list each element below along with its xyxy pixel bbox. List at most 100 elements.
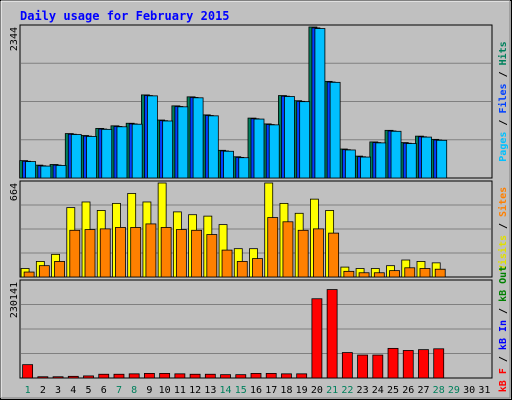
x-tick-label-day-18: 18 [280, 385, 292, 396]
legend-entry: kB Out [498, 266, 509, 302]
x-tick-label-day-22: 22 [341, 385, 353, 396]
x-tick-label-day-5: 5 [86, 385, 92, 396]
bar-kbytes-kb-f-day-17 [265, 373, 277, 379]
bar-hits-pages-day-4 [70, 134, 82, 179]
legend-entry: Hits [497, 41, 509, 65]
bar-visits-sites-day-16 [252, 258, 263, 278]
bar-visits-sites-day-20 [313, 228, 324, 278]
bar-visits-sites-day-6 [99, 228, 111, 278]
bar-visits-sites-day-14 [221, 249, 233, 278]
bar-visits-sites-day-23 [358, 272, 370, 278]
bar-hits-pages-day-19 [299, 101, 311, 179]
bar-visits-sites-day-15 [236, 261, 248, 278]
bar-kbytes-kb-f-day-14 [220, 374, 231, 379]
bar-kbytes-kb-f-day-15 [235, 374, 247, 379]
bar-visits-sites-day-9 [145, 223, 157, 278]
x-tick-label-day-13: 13 [204, 385, 216, 396]
bar-kbytes-kb-f-day-10 [159, 373, 171, 379]
x-tick-label-day-25: 25 [387, 385, 399, 396]
x-tick-label-day-30: 30 [463, 385, 475, 396]
bar-kbytes-kb-f-day-18 [281, 373, 292, 379]
x-tick-label-day-12: 12 [189, 385, 201, 396]
plot-layer [19, 26, 448, 379]
label-layer: 2344 Pages / Files / Hits 664 Visits / Site… [9, 27, 509, 396]
bar-kbytes-kb-f-day-21 [326, 289, 338, 379]
bar-kbytes-kb-f-day-3 [52, 376, 64, 379]
x-tick-label-day-16: 16 [250, 385, 262, 396]
x-tick-label-day-23: 23 [357, 385, 369, 396]
y-max-label: 2344 [9, 27, 20, 51]
bar-hits-pages-day-11 [177, 106, 189, 179]
x-tick-label-day-6: 6 [101, 385, 107, 396]
y-max-label: 664 [9, 183, 20, 201]
legend-entry: / [498, 217, 509, 235]
bar-visits-sites-day-27 [419, 268, 431, 278]
x-tick-label-day-3: 3 [55, 385, 61, 396]
bar-hits-pages-day-17 [268, 124, 280, 179]
x-tick-label-day-24: 24 [372, 385, 384, 396]
x-tick-label-day-15: 15 [235, 385, 247, 396]
bar-kbytes-kb-f-day-25 [387, 347, 399, 379]
bar-visits-sites-day-8 [130, 227, 142, 278]
bar-hits-pages-day-1 [25, 161, 37, 179]
bar-hits-pages-day-7 [116, 126, 128, 179]
x-tick-label-day-9: 9 [146, 385, 152, 396]
bar-visits-sites-day-2 [38, 265, 50, 278]
bar-kbytes-kb-f-day-24 [372, 354, 384, 379]
bar-hits-pages-day-28 [436, 139, 448, 179]
bar-hits-pages-day-23 [360, 156, 371, 179]
bar-hits-pages-day-18 [284, 96, 295, 179]
x-tick-label-day-20: 20 [311, 385, 323, 396]
bar-visits-sites-day-21 [328, 232, 340, 278]
bar-visits-sites-day-12 [191, 229, 202, 278]
bar-visits-sites-day-5 [84, 229, 96, 278]
bar-kbytes-kb-f-day-1 [22, 364, 34, 379]
bar-visits-sites-day-1 [23, 271, 35, 278]
x-tick-label-day-14: 14 [220, 385, 232, 396]
bar-kbytes-kb-f-day-13 [204, 373, 216, 379]
bar-hits-pages-day-13 [207, 115, 219, 179]
bar-visits-sites-day-7 [115, 227, 126, 278]
legend-entry: / [498, 114, 509, 132]
bar-hits-pages-day-9 [147, 95, 158, 179]
bar-visits-sites-day-19 [297, 229, 309, 278]
bar-hits-pages-day-20 [314, 28, 326, 179]
bar-hits-pages-day-10 [162, 120, 174, 179]
bar-hits-pages-day-6 [101, 128, 113, 179]
legend-entry: Sites [497, 187, 509, 217]
bar-kbytes-kb-f-day-26 [402, 350, 414, 379]
bar-kbytes-kb-f-day-20 [311, 298, 323, 379]
chart-title: Daily usage for February 2015 [20, 9, 230, 23]
legend-entry: / [498, 350, 509, 368]
x-tick-label-day-2: 2 [40, 385, 46, 396]
bar-hits-pages-day-25 [390, 130, 402, 179]
bar-hits-pages-day-24 [375, 142, 387, 179]
x-tick-label-day-1: 1 [25, 385, 31, 396]
bar-hits-pages-day-22 [344, 149, 356, 179]
y-max-label: 230141 [9, 282, 20, 318]
bar-hits-pages-day-16 [253, 118, 265, 179]
legend-entry: kB F [498, 368, 509, 392]
x-tick-label-day-19: 19 [296, 385, 308, 396]
bar-visits-sites-day-18 [282, 221, 294, 278]
x-tick-label-day-7: 7 [116, 385, 122, 396]
x-tick-label-day-27: 27 [417, 385, 429, 396]
bar-kbytes-kb-f-day-2 [37, 376, 49, 379]
bar-kbytes-kb-f-day-8 [128, 373, 140, 379]
x-tick-label-day-26: 26 [402, 385, 414, 396]
x-tick-label-day-10: 10 [159, 385, 171, 396]
bar-kbytes-kb-f-day-6 [98, 373, 110, 379]
x-tick-label-day-28: 28 [433, 385, 445, 396]
bar-kbytes-kb-f-day-7 [113, 373, 125, 379]
bar-hits-pages-day-26 [405, 143, 417, 179]
legend-visits: Visits / Sites [497, 187, 509, 271]
bar-visits-sites-day-25 [389, 270, 400, 278]
bar-kbytes-kb-f-day-27 [418, 349, 429, 379]
bar-kbytes-kb-f-day-23 [357, 354, 368, 379]
bar-visits-sites-day-17 [267, 217, 279, 278]
bar-visits-sites-day-4 [69, 229, 81, 278]
bar-visits-sites-day-26 [404, 267, 416, 278]
legend-entry: / [498, 65, 509, 83]
